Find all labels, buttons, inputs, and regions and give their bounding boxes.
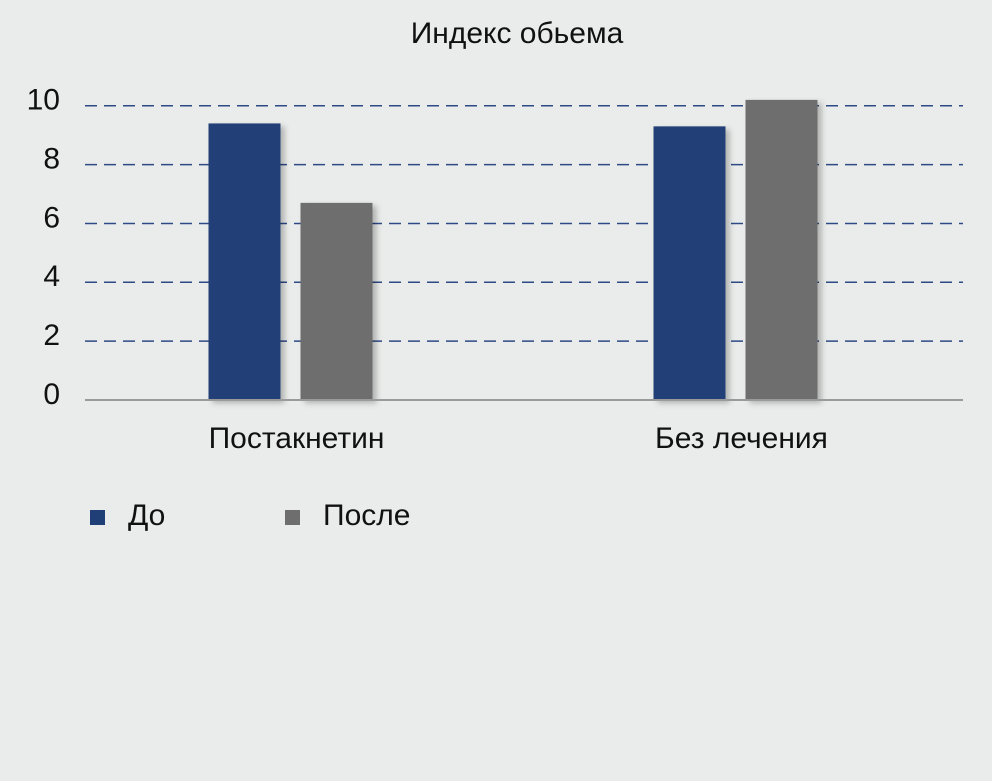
legend-label: После — [323, 499, 410, 532]
bar — [745, 99, 818, 400]
x-tick-label: Постакнетин — [209, 422, 385, 455]
bar — [653, 126, 726, 400]
y-tick-label: 8 — [43, 143, 60, 176]
y-tick-label: 0 — [43, 378, 60, 411]
chart-title: Индекс обьема — [411, 17, 624, 50]
x-tick-label: Без лечения — [655, 422, 828, 455]
bar — [208, 123, 281, 400]
legend-swatch — [90, 510, 105, 525]
legend-label: До — [128, 499, 165, 532]
y-tick-label: 10 — [27, 84, 60, 117]
y-tick-label: 2 — [43, 319, 60, 352]
legend-swatch — [285, 510, 300, 525]
bar — [300, 202, 373, 400]
y-tick-label: 6 — [43, 201, 60, 234]
y-tick-label: 4 — [43, 260, 60, 293]
